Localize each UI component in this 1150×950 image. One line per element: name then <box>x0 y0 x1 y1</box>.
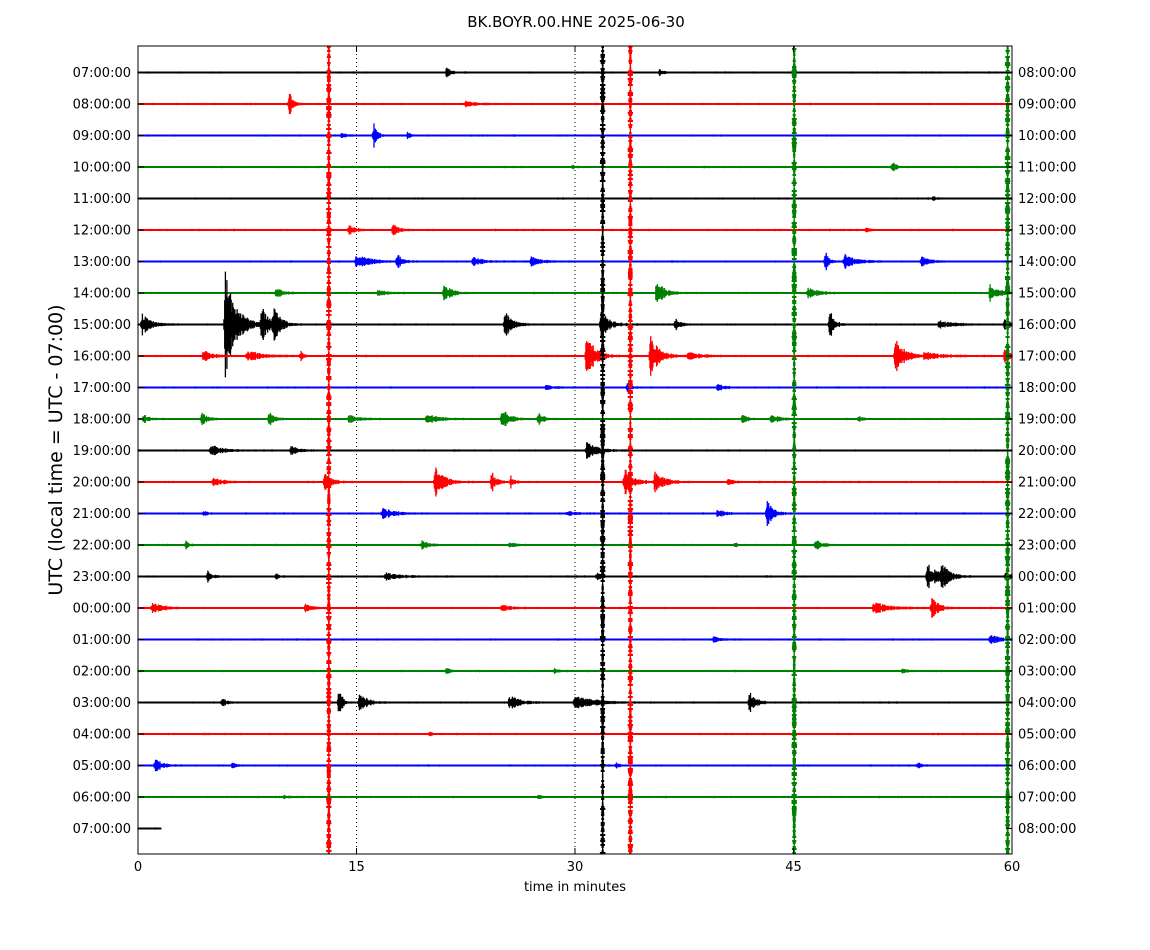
y-tick-labels: 07:00:00 08:00:00 08:00:00 09:00:00 09:00:00… <box>73 66 1077 837</box>
y-tick-label-left-2: 09:00:00 <box>73 129 131 144</box>
y-tick-label-left-16: 23:00:00 <box>73 570 131 585</box>
x-tick-label-30: 30 <box>567 860 584 875</box>
y-tick-label-left-11: 18:00:00 <box>73 413 131 428</box>
y-tick-label-right-18: 02:00:00 <box>1018 633 1076 648</box>
y-tick-label-right-1: 09:00:00 <box>1018 98 1076 113</box>
y-tick-label-left-18: 01:00:00 <box>73 633 131 648</box>
y-tick-label-left-23: 06:00:00 <box>73 791 131 806</box>
y-tick-label-right-19: 03:00:00 <box>1018 665 1076 680</box>
y-tick-label-left-3: 10:00:00 <box>73 161 131 176</box>
x-tick-label-0: 0 <box>134 860 142 875</box>
y-tick-label-left-22: 05:00:00 <box>73 759 131 774</box>
y-tick-label-right-23: 07:00:00 <box>1018 791 1076 806</box>
y-tick-label-right-3: 11:00:00 <box>1018 161 1076 176</box>
y-tick-label-right-2: 10:00:00 <box>1018 129 1076 144</box>
y-tick-label-right-22: 06:00:00 <box>1018 759 1076 774</box>
spike-line-3 <box>791 46 797 854</box>
y-tick-label-right-16: 00:00:00 <box>1018 570 1076 585</box>
y-tick-label-left-7: 14:00:00 <box>73 287 131 302</box>
y-tick-label-left-24: 07:00:00 <box>73 822 131 837</box>
y-tick-label-left-21: 04:00:00 <box>73 728 131 743</box>
y-tick-label-left-19: 02:00:00 <box>73 665 131 680</box>
y-tick-label-right-11: 19:00:00 <box>1018 413 1076 428</box>
y-tick-label-left-4: 11:00:00 <box>73 192 131 207</box>
y-tick-label-left-20: 03:00:00 <box>73 696 131 711</box>
y-tick-label-left-17: 00:00:00 <box>73 602 131 617</box>
x-tick-label-45: 45 <box>785 860 802 875</box>
spike-layer <box>326 46 1011 854</box>
y-tick-label-left-13: 20:00:00 <box>73 476 131 491</box>
y-tick-label-right-0: 08:00:00 <box>1018 66 1076 81</box>
chart-title: BK.BOYR.00.HNE 2025-06-30 <box>467 13 685 31</box>
y-tick-label-right-13: 21:00:00 <box>1018 476 1076 491</box>
y-tick-label-left-5: 12:00:00 <box>73 224 131 239</box>
y-tick-label-right-4: 12:00:00 <box>1018 192 1076 207</box>
y-tick-label-right-20: 04:00:00 <box>1018 696 1076 711</box>
y-tick-label-left-8: 15:00:00 <box>73 318 131 333</box>
y-tick-label-right-10: 18:00:00 <box>1018 381 1076 396</box>
y-tick-label-right-14: 22:00:00 <box>1018 507 1076 522</box>
spike-line-1 <box>627 46 634 854</box>
trace-layer <box>137 67 1013 830</box>
y-tick-label-right-15: 23:00:00 <box>1018 539 1076 554</box>
y-tick-label-left-15: 22:00:00 <box>73 539 131 554</box>
x-axis-title: time in minutes <box>524 880 626 895</box>
y-tick-label-right-5: 13:00:00 <box>1018 224 1076 239</box>
y-tick-label-right-7: 15:00:00 <box>1018 287 1076 302</box>
y-tick-label-right-12: 20:00:00 <box>1018 444 1076 459</box>
y-tick-label-left-9: 16:00:00 <box>73 350 131 365</box>
y-tick-label-right-24: 08:00:00 <box>1018 822 1076 837</box>
x-tick-label-60: 60 <box>1004 860 1021 875</box>
spike-line-0 <box>326 46 332 854</box>
y-tick-label-right-6: 14:00:00 <box>1018 255 1076 270</box>
x-tick-label-15: 15 <box>348 860 365 875</box>
y-tick-label-left-1: 08:00:00 <box>73 98 131 113</box>
y-tick-label-right-9: 17:00:00 <box>1018 350 1076 365</box>
y-axis-title: UTC (local time = UTC - 07:00) <box>45 304 67 595</box>
y-tick-label-right-8: 16:00:00 <box>1018 318 1076 333</box>
y-tick-label-left-12: 19:00:00 <box>73 444 131 459</box>
spike-line-2 <box>599 46 606 854</box>
y-tick-label-left-10: 17:00:00 <box>73 381 131 396</box>
y-tick-label-left-6: 13:00:00 <box>73 255 131 270</box>
y-tick-label-right-21: 05:00:00 <box>1018 728 1076 743</box>
y-tick-label-left-0: 07:00:00 <box>73 66 131 81</box>
y-tick-label-right-17: 01:00:00 <box>1018 602 1076 617</box>
x-tick-labels: 0 15 30 45 60 <box>134 46 1020 875</box>
y-tick-label-left-14: 21:00:00 <box>73 507 131 522</box>
